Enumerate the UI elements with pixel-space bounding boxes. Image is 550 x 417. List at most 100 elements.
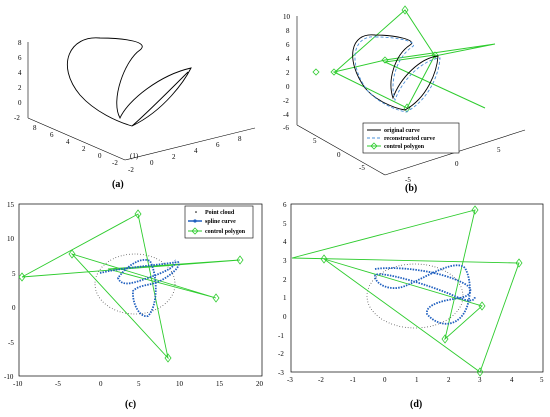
b-z-tick: -4 [283, 111, 289, 119]
b-y-tick: -5 [405, 176, 411, 184]
d-x-tick: -1 [350, 376, 356, 384]
panel-a-label: (a) [112, 179, 124, 190]
d-x-tick: -3 [287, 376, 293, 384]
b-x-tick: 5 [313, 137, 317, 145]
c-x-tick: 0 [99, 380, 103, 388]
c-cp-marker [164, 353, 172, 363]
c-x-tick: 5 [137, 380, 141, 388]
c-legend-label: spline curve [205, 219, 236, 225]
a-z-tick: 4 [18, 69, 22, 77]
c-y-tick: -5 [8, 339, 14, 347]
d-y-tick: 3 [283, 257, 287, 265]
c-x-tick: 10 [176, 380, 184, 388]
a-y-axis [124, 127, 256, 161]
b-z-tick: 4 [286, 55, 290, 63]
panel-d-label: (d) [410, 399, 422, 410]
a-extra-tick: (1) [130, 152, 139, 160]
a-x-tick: 8 [33, 124, 37, 132]
a-z-tick: 8 [18, 39, 22, 47]
b-legend-label: control polygon [384, 144, 425, 150]
d-y-tick: -3 [278, 369, 284, 377]
b-original-curve [352, 34, 439, 111]
c-x-tick: -5 [55, 380, 61, 388]
b-z-tick: 2 [286, 69, 290, 77]
panel-a: 8 6 4 2 0 -2 8 6 4 2 0 -2 -2 0 2 4 6 8 (… [0, 0, 275, 195]
panel-d: 6 5 4 3 2 1 0 -1 -2 -3 -3 -2 -1 0 1 2 3 … [275, 196, 550, 417]
a-x-tick: -2 [112, 159, 118, 167]
b-reconstructed-curve [354, 36, 441, 113]
d-x-tick: 1 [415, 376, 419, 384]
a-y-tick: 4 [194, 147, 198, 155]
a-y-tick: 6 [216, 141, 220, 149]
a-x-tick: 2 [82, 145, 86, 153]
panel-b: 10 8 6 4 2 0 -2 -4 -6 5 0 -5 -5 0 5 or [275, 0, 550, 195]
d-cp-marker [515, 258, 523, 268]
d-x-tick: -2 [318, 376, 324, 384]
panel-b-label: (b) [405, 183, 417, 194]
d-cp-marker [476, 367, 484, 377]
c-y-tick: 10 [7, 235, 15, 243]
a-x-tick: 6 [50, 131, 54, 139]
c-cp-marker [18, 272, 26, 282]
c-y-tick: 15 [7, 201, 15, 209]
a-x-axis [27, 117, 126, 161]
b-x-tick: -5 [359, 164, 365, 172]
b-cp-marker [312, 68, 320, 76]
b-z-tick: 0 [286, 83, 290, 91]
d-x-tick: 0 [383, 376, 387, 384]
a-z-tick: 2 [18, 84, 22, 92]
c-x-tick: 15 [216, 380, 224, 388]
plot-c: 15 10 5 0 -5 -10 -10 -5 0 5 10 15 20 Poi… [4, 201, 264, 410]
plot-b-3d: 10 8 6 4 2 0 -2 -4 -6 5 0 -5 -5 0 5 or [283, 5, 526, 194]
c-x-tick: -10 [13, 380, 23, 388]
c-cp-marker [134, 209, 142, 219]
d-cp-marker [471, 205, 479, 215]
c-y-tick: 0 [12, 304, 16, 312]
a-y-tick: 2 [172, 153, 176, 161]
b-y-tick: 5 [497, 146, 501, 154]
c-legend-label: Point cloud [205, 210, 235, 216]
d-y-tick: 0 [283, 313, 287, 321]
d-cp-marker [441, 334, 449, 344]
a-x-tick: 0 [98, 152, 102, 160]
d-point-cloud [366, 263, 464, 329]
b-control-polygon [332, 9, 496, 109]
d-y-tick: 4 [283, 238, 287, 246]
c-spline-curve [99, 258, 180, 317]
d-y-tick: 2 [283, 276, 287, 284]
b-x-axis [296, 124, 386, 176]
b-cp-marker [401, 5, 409, 15]
d-frame [290, 203, 544, 373]
c-y-tick: -10 [4, 373, 14, 381]
a-y-tick: 8 [238, 135, 242, 143]
c-frame [18, 203, 263, 377]
a-x-tick: 4 [66, 138, 70, 146]
d-y-tick: -1 [278, 332, 284, 340]
c-y-tick: 5 [12, 270, 16, 278]
c-x-tick: 20 [256, 380, 264, 388]
d-cp-marker [320, 254, 328, 264]
b-z-tick: 8 [286, 27, 290, 35]
b-cp-marker [330, 68, 338, 76]
c-point-cloud [94, 253, 176, 315]
d-y-tick: 1 [283, 294, 287, 302]
a-z-tick: -2 [14, 114, 20, 122]
a-z-tick: 6 [18, 54, 22, 62]
d-control-polygon [291, 209, 520, 373]
a-z-tick: 0 [18, 99, 22, 107]
b-x-tick: 0 [337, 151, 341, 159]
panel-c: 15 10 5 0 -5 -10 -10 -5 0 5 10 15 20 Poi… [0, 196, 275, 417]
plot-a-3d: 8 6 4 2 0 -2 8 6 4 2 0 -2 -2 0 2 4 6 8 (… [14, 37, 256, 190]
b-cp-marker [381, 56, 389, 64]
b-legend-label: reconstructed curve [384, 136, 435, 142]
d-x-tick: 4 [510, 376, 514, 384]
d-cp-marker [478, 301, 486, 311]
b-cp-marker [403, 103, 411, 113]
b-cp-marker [431, 51, 439, 59]
a-y-tick: 0 [150, 159, 154, 167]
plot-d: 6 5 4 3 2 1 0 -1 -2 -3 -3 -2 -1 0 1 2 3 … [278, 201, 544, 410]
d-y-tick: -2 [278, 350, 284, 358]
d-spline-curve [374, 264, 476, 325]
c-cp-marker [212, 293, 220, 303]
c-cp-marker [68, 249, 76, 259]
